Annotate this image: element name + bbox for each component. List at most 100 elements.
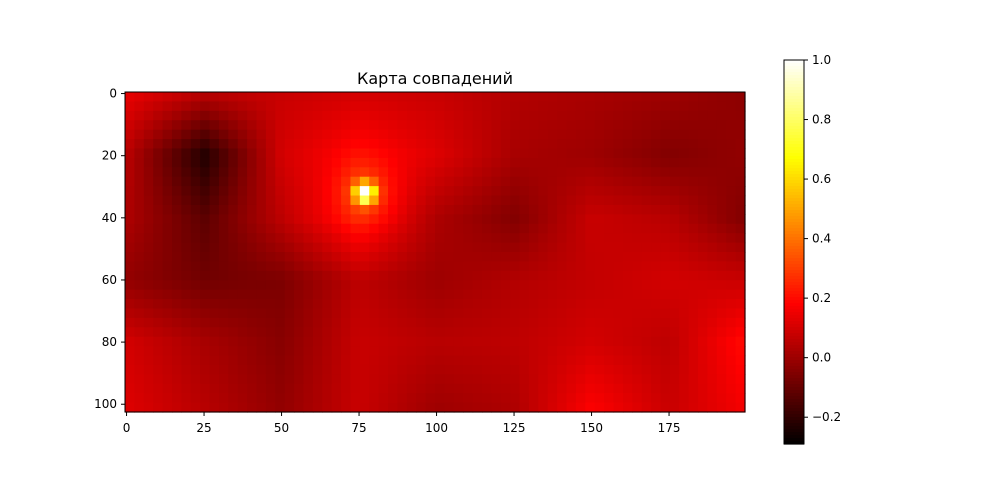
heatmap-cell: [510, 176, 521, 187]
heatmap-cell: [331, 402, 342, 413]
heatmap-cell: [247, 176, 258, 187]
heatmap-cell: [613, 252, 624, 263]
heatmap-cell: [425, 157, 436, 168]
colorbar-segment: [784, 372, 804, 376]
heatmap-cell: [660, 402, 671, 413]
heatmap-cell: [547, 327, 558, 338]
heatmap-cell: [303, 402, 314, 413]
heatmap-cell: [200, 308, 211, 319]
heatmap-cell: [294, 148, 305, 159]
heatmap-cell: [538, 204, 549, 215]
heatmap-cell: [406, 270, 417, 281]
heatmap-cell: [143, 317, 154, 328]
heatmap-cell: [698, 364, 709, 375]
heatmap-cell: [669, 92, 680, 103]
heatmap-cell: [566, 317, 577, 328]
colorbar-segment: [784, 60, 804, 64]
heatmap-cell: [679, 289, 690, 300]
heatmap-cell: [237, 157, 248, 168]
heatmap-cell: [707, 374, 718, 385]
heatmap-cell: [162, 355, 173, 366]
heatmap-cell: [688, 110, 699, 121]
heatmap-cell: [181, 120, 192, 131]
heatmap-cell: [388, 92, 399, 103]
heatmap-cell: [181, 346, 192, 357]
heatmap-cell: [632, 374, 643, 385]
heatmap-cell: [500, 233, 511, 244]
heatmap-cell: [284, 261, 295, 272]
heatmap-cell: [294, 242, 305, 253]
heatmap-cell: [651, 148, 662, 159]
heatmap-cell: [153, 176, 164, 187]
heatmap-cell: [519, 336, 530, 347]
heatmap-cell: [481, 148, 492, 159]
heatmap-cell: [481, 242, 492, 253]
heatmap-cell: [237, 299, 248, 310]
heatmap-cell: [604, 270, 615, 281]
colorbar-segment: [784, 369, 804, 373]
heatmap-cell: [359, 176, 370, 187]
heatmap-cell: [237, 261, 248, 272]
heatmap-cell: [247, 92, 258, 103]
heatmap-cell: [134, 261, 145, 272]
colorbar-segment: [784, 279, 804, 283]
heatmap-cell: [453, 242, 464, 253]
heatmap-cell: [547, 223, 558, 234]
heatmap-cell: [125, 92, 135, 103]
y-tick-label: 80: [102, 335, 117, 349]
heatmap-cell: [641, 308, 652, 319]
heatmap-cell: [378, 336, 389, 347]
heatmap-cell: [594, 233, 605, 244]
heatmap-cell: [331, 139, 342, 150]
colorbar-segment: [784, 213, 804, 217]
heatmap-cell: [528, 327, 539, 338]
heatmap-cell: [463, 402, 474, 413]
heatmap-cell: [481, 374, 492, 385]
heatmap-cell: [406, 336, 417, 347]
heatmap-cell: [275, 289, 286, 300]
heatmap-cell: [453, 252, 464, 263]
heatmap-cell: [312, 270, 323, 281]
heatmap-cell: [322, 204, 333, 215]
heatmap-cell: [331, 393, 342, 404]
heatmap-cell: [481, 383, 492, 394]
heatmap-cell: [162, 299, 173, 310]
heatmap-cell: [519, 393, 530, 404]
colorbar-segment: [784, 228, 804, 232]
heatmap-cell: [651, 327, 662, 338]
heatmap-cell: [547, 299, 558, 310]
heatmap-cell: [312, 289, 323, 300]
heatmap-cell: [200, 289, 211, 300]
heatmap-cell: [397, 280, 408, 291]
heatmap-cell: [359, 261, 370, 272]
heatmap-cell: [594, 336, 605, 347]
heatmap-cell: [679, 270, 690, 281]
heatmap-cell: [153, 346, 164, 357]
heatmap-cell: [604, 148, 615, 159]
heatmap-cell: [698, 139, 709, 150]
heatmap-cell: [444, 261, 455, 272]
heatmap-cell: [688, 393, 699, 404]
heatmap-cell: [303, 383, 314, 394]
heatmap-cell: [435, 139, 445, 150]
heatmap-cell: [528, 308, 539, 319]
heatmap-cell: [406, 101, 417, 112]
heatmap-cell: [528, 167, 539, 178]
heatmap-cell: [566, 101, 577, 112]
heatmap-cell: [481, 252, 492, 263]
heatmap-cell: [547, 148, 558, 159]
heatmap-cell: [453, 233, 464, 244]
heatmap-cell: [341, 336, 352, 347]
heatmap-cell: [528, 233, 539, 244]
heatmap-cell: [669, 308, 680, 319]
heatmap-cell: [341, 129, 352, 140]
heatmap-cell: [416, 280, 427, 291]
heatmap-cell: [209, 355, 220, 366]
heatmap-cell: [688, 148, 699, 159]
heatmap-cell: [660, 327, 671, 338]
heatmap-cell: [566, 374, 577, 385]
heatmap-cell: [510, 214, 521, 225]
heatmap-cell: [312, 364, 323, 375]
heatmap-cell: [200, 204, 211, 215]
heatmap-cell: [425, 402, 436, 413]
